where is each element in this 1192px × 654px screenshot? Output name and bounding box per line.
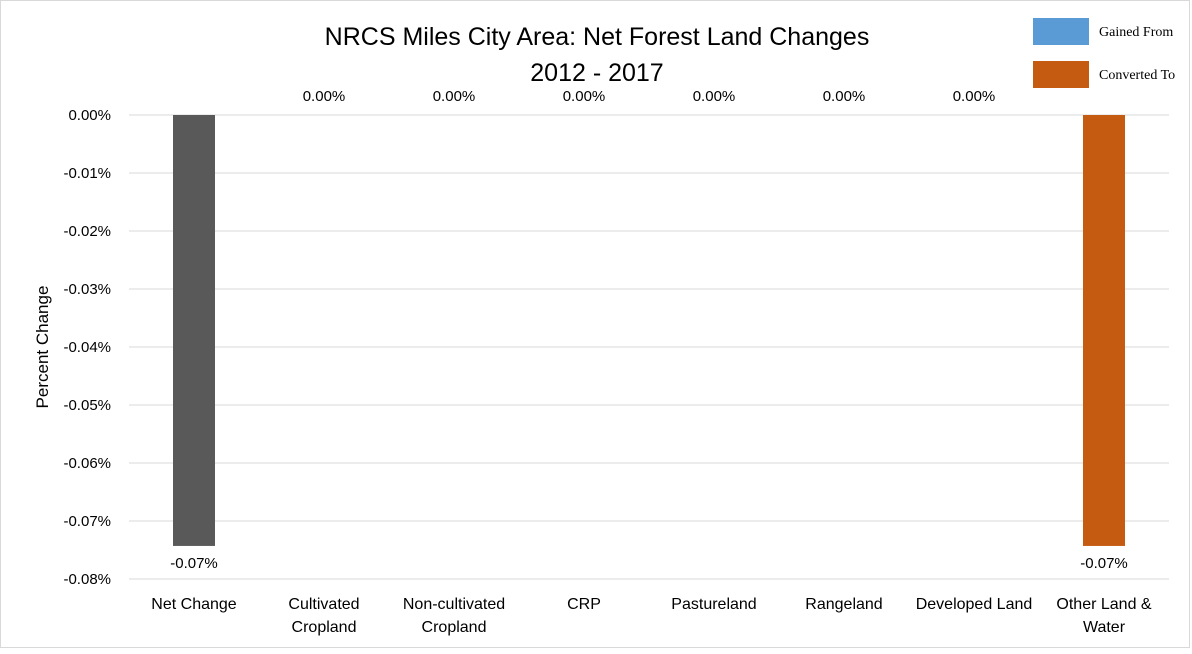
- gridlines: [129, 114, 1169, 580]
- y-tick-label: -0.04%: [63, 339, 111, 356]
- data-label: -0.07%: [170, 555, 218, 572]
- y-tick-labels: 0.00% -0.01% -0.02% -0.03% -0.04% -0.05% -0.06…: [63, 107, 111, 588]
- y-tick-label: -0.08%: [63, 571, 111, 588]
- y-tick-label: -0.06%: [63, 455, 111, 472]
- category-labels: Net Change Cultivated Cropland Non-cultivat…: [151, 596, 1152, 636]
- category-label: Other Land &: [1056, 596, 1152, 613]
- chart-title: NRCS Miles City Area: Net Forest Land Ch…: [325, 23, 870, 87]
- category-label: Cultivated: [288, 596, 359, 613]
- category-label: Rangeland: [805, 596, 882, 613]
- legend-swatch: [1033, 18, 1089, 45]
- data-label: 0.00%: [693, 88, 736, 105]
- chart-title-line: NRCS Miles City Area: Net Forest Land Ch…: [325, 23, 870, 51]
- data-label: 0.00%: [563, 88, 606, 105]
- y-tick-label: 0.00%: [68, 107, 111, 124]
- category-label: Net Change: [151, 596, 236, 613]
- category-label: CRP: [567, 596, 601, 613]
- bar: [173, 115, 215, 546]
- y-tick-label: -0.07%: [63, 513, 111, 530]
- category-label: Cropland: [292, 619, 357, 636]
- y-tick-label: -0.03%: [63, 281, 111, 298]
- category-label: Water: [1083, 619, 1126, 636]
- data-label: 0.00%: [823, 88, 866, 105]
- category-label: Non-cultivated: [403, 596, 505, 613]
- legend-label: Converted To: [1099, 68, 1175, 83]
- y-tick-label: -0.05%: [63, 397, 111, 414]
- data-labels: -0.07% 0.00% 0.00% 0.00% 0.00% 0.00% 0.00% -0.0…: [170, 88, 1128, 572]
- legend-label: Gained From: [1099, 25, 1173, 40]
- legend-swatch: [1033, 61, 1089, 88]
- data-label: -0.07%: [1080, 555, 1128, 572]
- bars: [173, 115, 1125, 546]
- bar: [1083, 115, 1125, 546]
- data-label: 0.00%: [303, 88, 346, 105]
- data-label: 0.00%: [953, 88, 996, 105]
- y-tick-label: -0.01%: [63, 165, 111, 182]
- category-label: Pastureland: [671, 596, 756, 613]
- category-label: Developed Land: [916, 596, 1033, 613]
- chart-title-line: 2012 - 2017: [530, 59, 663, 87]
- category-label: Cropland: [422, 619, 487, 636]
- y-tick-label: -0.02%: [63, 223, 111, 240]
- data-label: 0.00%: [433, 88, 476, 105]
- legend: Gained From Converted To: [1033, 18, 1175, 88]
- y-axis-label: Percent Change: [33, 286, 52, 409]
